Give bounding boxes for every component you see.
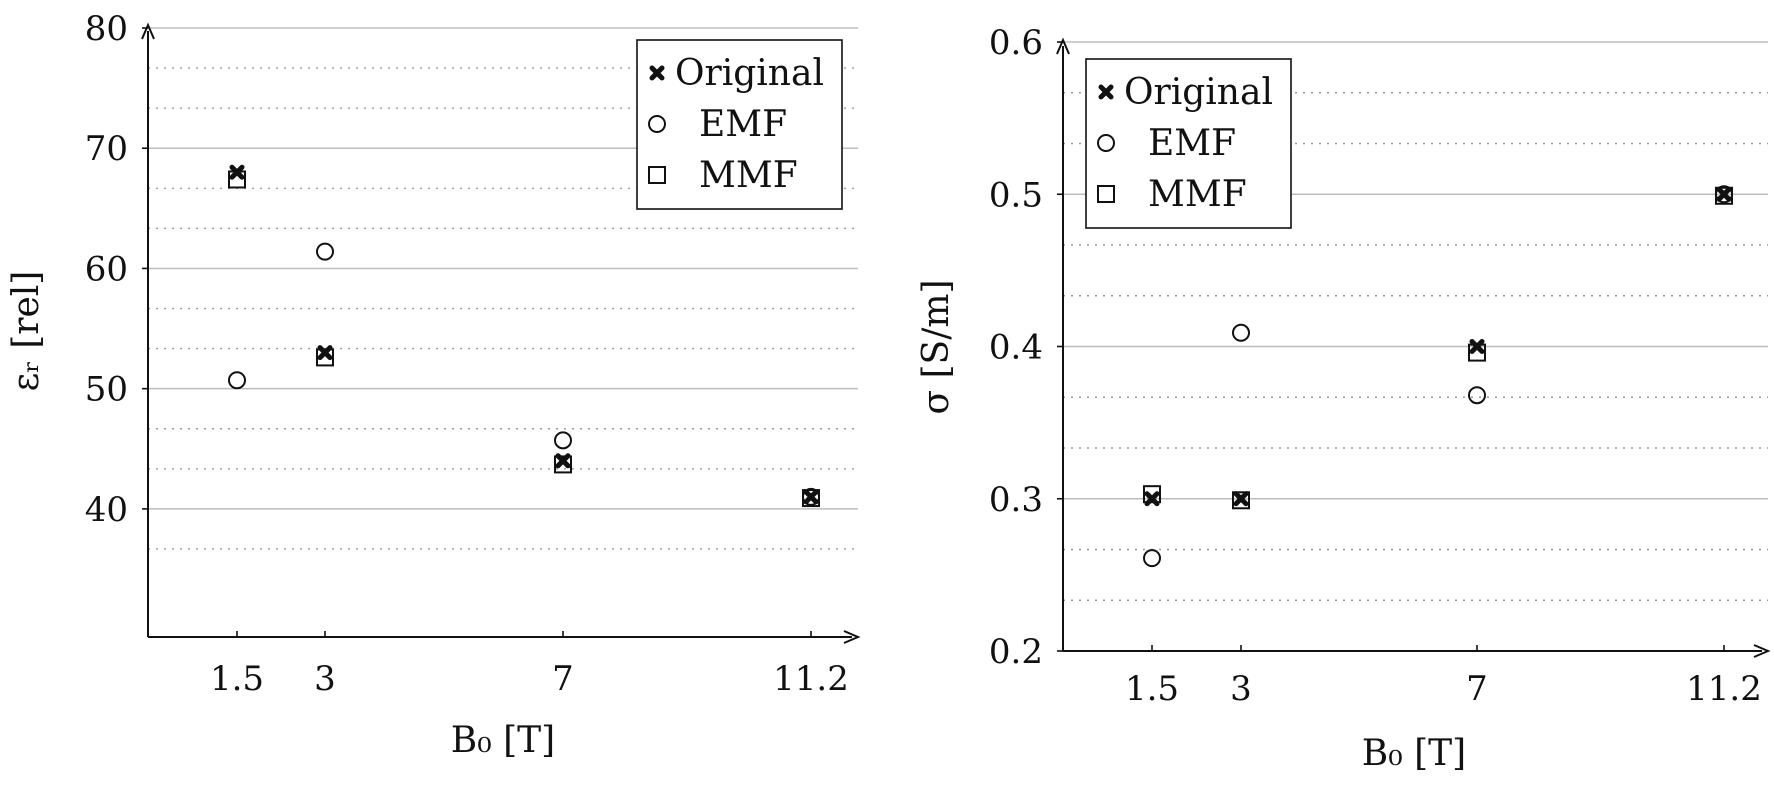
x-axis-title: B₀ [T] xyxy=(1362,733,1466,774)
x-axis-arrow xyxy=(1753,644,1771,658)
legend-box xyxy=(636,39,843,210)
y-axis-title: εᵣ [rel] xyxy=(6,271,47,392)
y-axis-title: σ [S/m] xyxy=(916,279,957,414)
data-point-mmf xyxy=(802,489,820,508)
axes: 0.2 0.3 0.4 0.5 0.6 1.5 3 7 11.2 xyxy=(989,23,1771,709)
y-tick-label: 0.6 xyxy=(989,23,1043,63)
data-point-original xyxy=(317,345,333,361)
data-point-emf xyxy=(228,371,246,390)
cross-stroke xyxy=(1716,186,1732,202)
legend-label-original: Original xyxy=(1124,72,1273,113)
legend-label-emf: EMF xyxy=(1148,123,1236,164)
cross-stroke xyxy=(1098,84,1114,100)
cross-stroke xyxy=(1469,339,1485,354)
data-point-emf xyxy=(1468,386,1486,405)
data-point-original xyxy=(1233,491,1249,507)
legend-marker-mmf xyxy=(1097,185,1115,203)
legend-marker-mmf xyxy=(648,166,666,184)
y-tick-label: 0.2 xyxy=(989,632,1043,672)
cross-stroke xyxy=(1144,491,1160,507)
data-point-original xyxy=(1144,491,1160,507)
x-tick-label: 11.2 xyxy=(1686,669,1762,709)
legend: Original EMF MMF xyxy=(636,39,843,210)
y-tick-label: 0.3 xyxy=(989,480,1043,520)
cross-stroke xyxy=(229,164,245,180)
series-emf xyxy=(228,242,820,506)
series-mmf xyxy=(1143,186,1733,510)
data-point-emf xyxy=(1232,323,1250,342)
x-tick-label: 7 xyxy=(552,659,574,699)
legend-marker-original xyxy=(1098,84,1114,100)
data-point-original xyxy=(555,453,571,469)
data-point-original xyxy=(1469,339,1485,354)
y-tick-label: 0.4 xyxy=(989,328,1043,368)
y-axis-arrow xyxy=(1056,37,1070,55)
legend-label-original: Original xyxy=(675,53,824,94)
axes: 40 50 60 70 80 1.5 3 7 11.2 xyxy=(85,9,861,699)
y-axis-arrow xyxy=(141,22,155,40)
data-point-original xyxy=(229,164,245,180)
y-tick-label: 40 xyxy=(85,490,128,530)
legend-label-mmf: MMF xyxy=(1148,174,1247,215)
legend: Original EMF MMF xyxy=(1085,58,1292,229)
x-tick-label: 1.5 xyxy=(1125,669,1179,709)
series-mmf xyxy=(228,170,820,508)
cross-stroke xyxy=(803,489,819,505)
data-point-mmf xyxy=(554,455,572,474)
legend-box xyxy=(1085,58,1292,229)
legend-marker-original xyxy=(649,65,665,81)
cross-stroke xyxy=(1233,491,1249,507)
data-point-emf xyxy=(554,431,572,450)
legend-label-mmf: MMF xyxy=(699,155,798,196)
y-tick-label: 70 xyxy=(85,129,128,169)
x-tick-label: 1.5 xyxy=(210,659,264,699)
data-point-original xyxy=(1716,186,1732,202)
x-tick-label: 3 xyxy=(314,659,336,699)
series-original xyxy=(1144,186,1732,507)
data-point-mmf xyxy=(1715,186,1733,205)
x-axis-arrow xyxy=(843,630,861,644)
legend-marker-emf xyxy=(1097,134,1115,152)
x-tick-label: 3 xyxy=(1230,669,1252,709)
x-axis-title: B₀ [T] xyxy=(451,720,555,761)
y-tick-label: 60 xyxy=(85,249,128,289)
data-point-mmf xyxy=(1232,491,1250,510)
x-tick-label: 7 xyxy=(1466,669,1488,709)
y-tick-label: 50 xyxy=(85,370,128,410)
conductivity-chart: 0.2 0.3 0.4 0.5 0.6 1.5 3 7 11.2 B₀ [T] σ [S/m] Ori… xyxy=(916,23,1771,774)
legend-marker-emf xyxy=(648,115,666,133)
y-tick-label: 0.5 xyxy=(989,175,1043,215)
cross-stroke xyxy=(555,453,571,469)
cross-stroke xyxy=(317,345,333,361)
permittivity-chart: 40 50 60 70 80 1.5 3 7 11.2 B₀ [T] εᵣ [rel] Origina… xyxy=(6,9,861,761)
legend-label-emf: EMF xyxy=(699,104,787,145)
data-point-emf xyxy=(316,242,334,261)
x-tick-label: 11.2 xyxy=(773,659,849,699)
series-original xyxy=(229,164,819,505)
data-point-original xyxy=(803,489,819,505)
data-point-emf xyxy=(1143,549,1161,568)
y-tick-label: 80 xyxy=(85,9,128,49)
cross-stroke xyxy=(649,65,665,81)
